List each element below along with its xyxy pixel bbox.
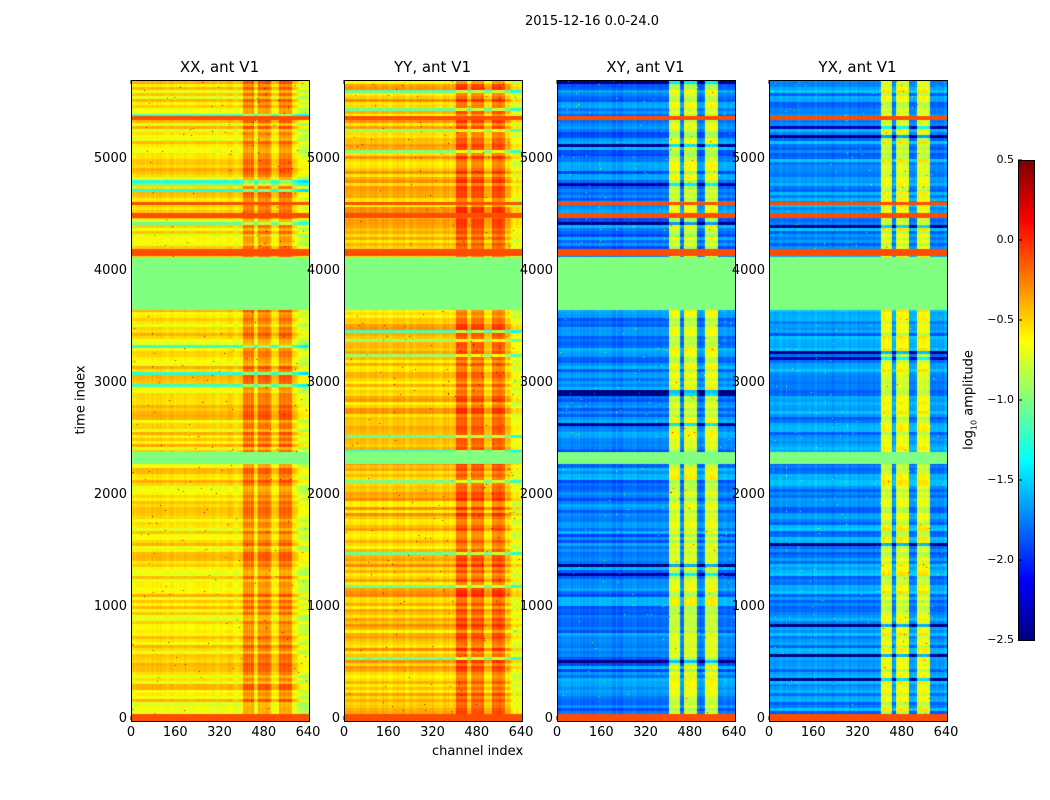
y-tick-label: 3000: [306, 375, 340, 391]
y-tick-label: 2000: [519, 487, 553, 503]
y-tick-label: 0: [544, 711, 553, 726]
colorbar-tick-label: −2.5: [987, 633, 1014, 646]
y-tick-label: 5000: [306, 151, 340, 167]
y-tick-label: 2000: [93, 487, 127, 503]
x-tick-label: 640: [508, 725, 534, 740]
figure-title: 2015-12-16 0.0-24.0: [525, 14, 659, 29]
y-tick-label: 0: [756, 711, 765, 726]
colorbar-tick-label: −0.5: [987, 313, 1014, 326]
colorbar-tick-label: 0.0: [996, 233, 1015, 246]
heatmap-1: [344, 80, 523, 722]
colorbar-tick-label: 0.5: [996, 153, 1015, 166]
x-axis-label: channel index: [432, 744, 524, 759]
x-tick-label: 320: [633, 725, 658, 740]
panel-title: XX, ant V1: [179, 58, 260, 76]
y-tick-label: 4000: [93, 263, 127, 279]
y-tick-label: 1000: [306, 599, 340, 614]
x-tick-label: 0: [764, 725, 774, 740]
y-tick-label: 3000: [93, 375, 127, 391]
x-tick-label: 480: [889, 725, 915, 740]
x-tick-label: 160: [375, 725, 401, 740]
x-tick-label: 0: [339, 725, 349, 740]
y-tick-label: 5000: [93, 151, 127, 167]
heatmap-3: [769, 80, 948, 722]
y-tick-label: 1000: [93, 599, 127, 614]
x-tick-label: 480: [464, 725, 490, 740]
y-tick-label: 5000: [519, 151, 553, 167]
y-tick-label: 1000: [731, 599, 765, 614]
x-tick-label: 320: [845, 725, 870, 740]
x-tick-label: 160: [162, 725, 188, 740]
y-tick-label: 3000: [519, 375, 553, 391]
x-tick-label: 480: [251, 725, 277, 740]
x-tick-label: 0: [552, 725, 562, 740]
x-tick-label: 480: [677, 725, 703, 740]
y-tick-label: 4000: [306, 263, 340, 279]
heatmap-0: [131, 80, 310, 722]
x-tick-label: 160: [588, 725, 614, 740]
x-tick-label: 0: [126, 725, 136, 740]
y-tick-label: 5000: [731, 151, 765, 167]
heatmap-2: [557, 80, 736, 722]
x-tick-label: 640: [721, 725, 747, 740]
x-tick-label: 640: [295, 725, 321, 740]
x-tick-label: 640: [933, 725, 959, 740]
panel-title: XY, ant V1: [606, 58, 685, 76]
y-tick-label: 3000: [731, 375, 765, 391]
y-tick-label: 0: [331, 711, 340, 726]
y-tick-label: 2000: [306, 487, 340, 503]
colorbar-tick-label: −1.5: [987, 473, 1014, 486]
panel-title: YY, ant V1: [393, 58, 472, 76]
panel-title: YX, ant V1: [818, 58, 897, 76]
y-tick-label: 4000: [519, 263, 553, 279]
y-tick-label: 1000: [519, 599, 553, 614]
y-tick-label: 4000: [731, 263, 765, 279]
x-tick-label: 320: [420, 725, 445, 740]
x-tick-label: 160: [800, 725, 826, 740]
x-tick-label: 320: [207, 725, 232, 740]
colorbar-tick-label: −2.0: [987, 553, 1014, 566]
colorbar-tick-label: −1.0: [987, 393, 1014, 406]
y-tick-label: 0: [118, 711, 127, 726]
y-tick-label: 2000: [731, 487, 765, 503]
